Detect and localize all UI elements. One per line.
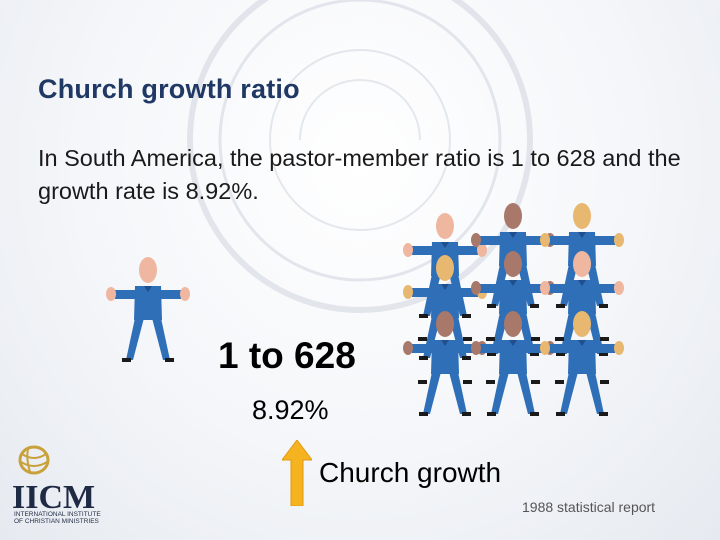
pastor-figure-icon [106, 257, 190, 362]
slide-subtitle: In South America, the pastor-member rati… [38, 145, 681, 204]
ratio-text: 1 to 628 [218, 335, 356, 376]
up-arrow-icon [282, 440, 312, 506]
logo-line1: INTERNATIONAL INSTITUTE [14, 511, 101, 518]
member-figure-icon [403, 203, 624, 416]
church-growth-label: Church growth [319, 457, 502, 488]
source-note: 1988 statistical report [522, 499, 656, 515]
globe-logo-icon [18, 445, 50, 475]
logo-line2: OF CHRISTIAN MINISTRIES [14, 518, 100, 525]
iicm-logo: IICM INTERNATIONAL INSTITUTE OF CHRISTIA… [12, 445, 101, 525]
background-seal-icon [187, 0, 533, 313]
growth-rate-text: 8.92% [252, 395, 329, 425]
slide-title: Church growth ratio [38, 74, 300, 104]
logo-name: IICM [12, 479, 95, 516]
